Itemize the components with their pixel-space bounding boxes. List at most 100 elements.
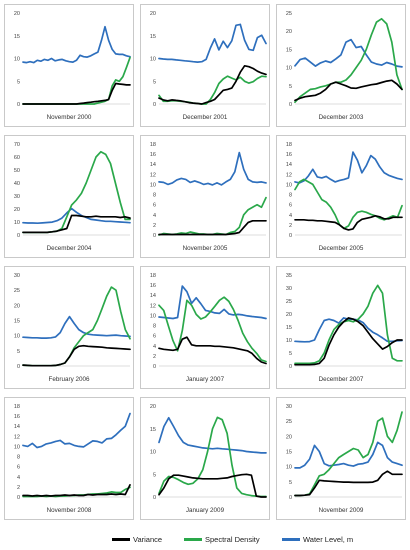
chart-plot: 0 5 10 15 20 [150,404,267,501]
y-tick-label: 15 [14,319,20,325]
series-line-water-level [22,207,131,225]
series-line-spectral-density [22,56,131,105]
y-tick-label: 4 [17,475,20,481]
y-tick-label: 0 [17,364,20,370]
chart-title: February 2006 [48,376,90,383]
y-tick-label: 25 [286,419,292,425]
series-line-variance [158,473,267,498]
chart-plot: 0 2 4 6 8 10 12 14 16 18 [286,142,403,239]
legend-swatch-water-level [282,538,300,541]
chart-title: December 2005 [318,245,364,252]
series-line-variance [158,64,267,105]
chart-panel: 0 2 4 6 8 10 12 14 16 18 January 2007 [140,266,270,389]
y-tick-label: 8 [153,193,156,199]
y-tick-label: 6 [17,465,20,471]
y-tick-label: 20 [286,312,292,318]
y-tick-label: 0 [17,102,20,108]
series-line-water-level [294,317,403,343]
y-tick-label: 16 [150,283,156,289]
y-tick-label: 10 [150,450,156,456]
y-tick-label: 30 [14,194,20,200]
chart-title: November 2005 [182,245,228,252]
y-tick-label: 50 [14,168,20,174]
y-tick-label: 8 [153,324,156,330]
series-line-variance [22,344,131,367]
y-tick-label: 15 [286,450,292,456]
y-tick-label: 10 [150,182,156,188]
y-tick-label: 10 [286,338,292,344]
chart-panel: 0 5 10 15 20 December 2001 [140,4,270,127]
series-line-spectral-density [158,416,267,498]
y-tick-label: 0 [289,495,292,501]
y-tick-label: 4 [153,213,156,219]
series-line-variance [22,214,131,234]
series-line-water-level [294,441,403,469]
y-tick-label: 0 [153,233,156,239]
series-line-variance [158,336,267,365]
chart-title: January 2009 [185,507,225,514]
series-line-variance [22,82,131,105]
series-line-spectral-density [294,17,403,104]
y-tick-label: 14 [150,162,156,168]
y-tick-label: 8 [17,455,20,461]
y-tick-label: 60 [14,155,20,161]
series-line-variance [158,219,267,236]
y-tick-label: 15 [14,34,20,40]
chart-plot: 0 2 4 6 8 10 12 14 16 18 [150,273,267,370]
legend-item-variance: Variance [112,535,162,544]
chart-title: December 2007 [318,376,364,383]
y-tick-label: 15 [150,427,156,433]
series-line-spectral-density [22,150,131,234]
series-line-water-level [22,315,131,339]
y-tick-label: 0 [153,495,156,501]
chart-plot: 0 5 10 15 20 25 30 [286,404,403,501]
y-tick-label: 14 [286,162,292,168]
y-tick-label: 20 [14,207,20,213]
legend-swatch-spectral-density [184,538,202,541]
chart-plot: 0 5 10 15 20 25 30 35 [286,273,403,370]
y-tick-label: 15 [286,325,292,331]
series-line-water-level [294,151,403,184]
chart-panel: 0 5 10 15 20 25 30 February 2006 [4,266,134,389]
legend-swatch-variance [112,538,130,541]
y-tick-label: 25 [286,11,292,17]
chart-panel: 0 2 4 6 8 10 12 14 16 18 November 2008 [4,397,134,520]
chart-title: November 2008 [46,507,92,514]
y-tick-label: 18 [150,142,156,148]
y-tick-label: 14 [14,424,20,430]
y-tick-label: 6 [153,203,156,209]
chart-panel: 0 5 10 15 20 November 2000 [4,4,134,127]
y-tick-label: 30 [286,404,292,410]
series-line-water-level [22,412,131,449]
y-tick-label: 25 [286,299,292,305]
chart-plot: 0 5 10 15 20 [14,11,131,108]
y-tick-label: 30 [14,273,20,279]
y-tick-label: 2 [17,485,20,491]
series-line-water-level [158,23,267,63]
y-tick-label: 12 [150,303,156,309]
series-line-spectral-density [294,178,403,230]
chart-title: December 2003 [318,114,364,121]
chart-panel: 0 5 10 15 20 January 2009 [140,397,270,520]
y-tick-label: 15 [150,34,156,40]
y-tick-label: 12 [150,172,156,178]
y-tick-label: 10 [14,220,20,226]
y-tick-label: 5 [153,79,156,85]
y-tick-label: 2 [289,223,292,229]
chart-panel: 0 5 10 15 20 25 30 November 2009 [276,397,406,520]
y-tick-label: 5 [289,351,292,357]
y-tick-label: 18 [14,404,20,410]
y-tick-label: 30 [286,286,292,292]
y-tick-label: 20 [150,404,156,410]
chart-title: November 2009 [318,507,364,514]
y-tick-label: 10 [286,182,292,188]
series-line-variance [294,317,403,366]
chart-panel: 0 10 20 30 40 50 60 70 December 2004 [4,135,134,258]
legend-label-spectral-density: Spectral Density [205,535,260,544]
y-tick-label: 6 [153,334,156,340]
y-tick-label: 2 [153,354,156,360]
y-tick-label: 4 [153,344,156,350]
y-tick-label: 20 [150,11,156,17]
series-line-water-level [294,38,403,68]
